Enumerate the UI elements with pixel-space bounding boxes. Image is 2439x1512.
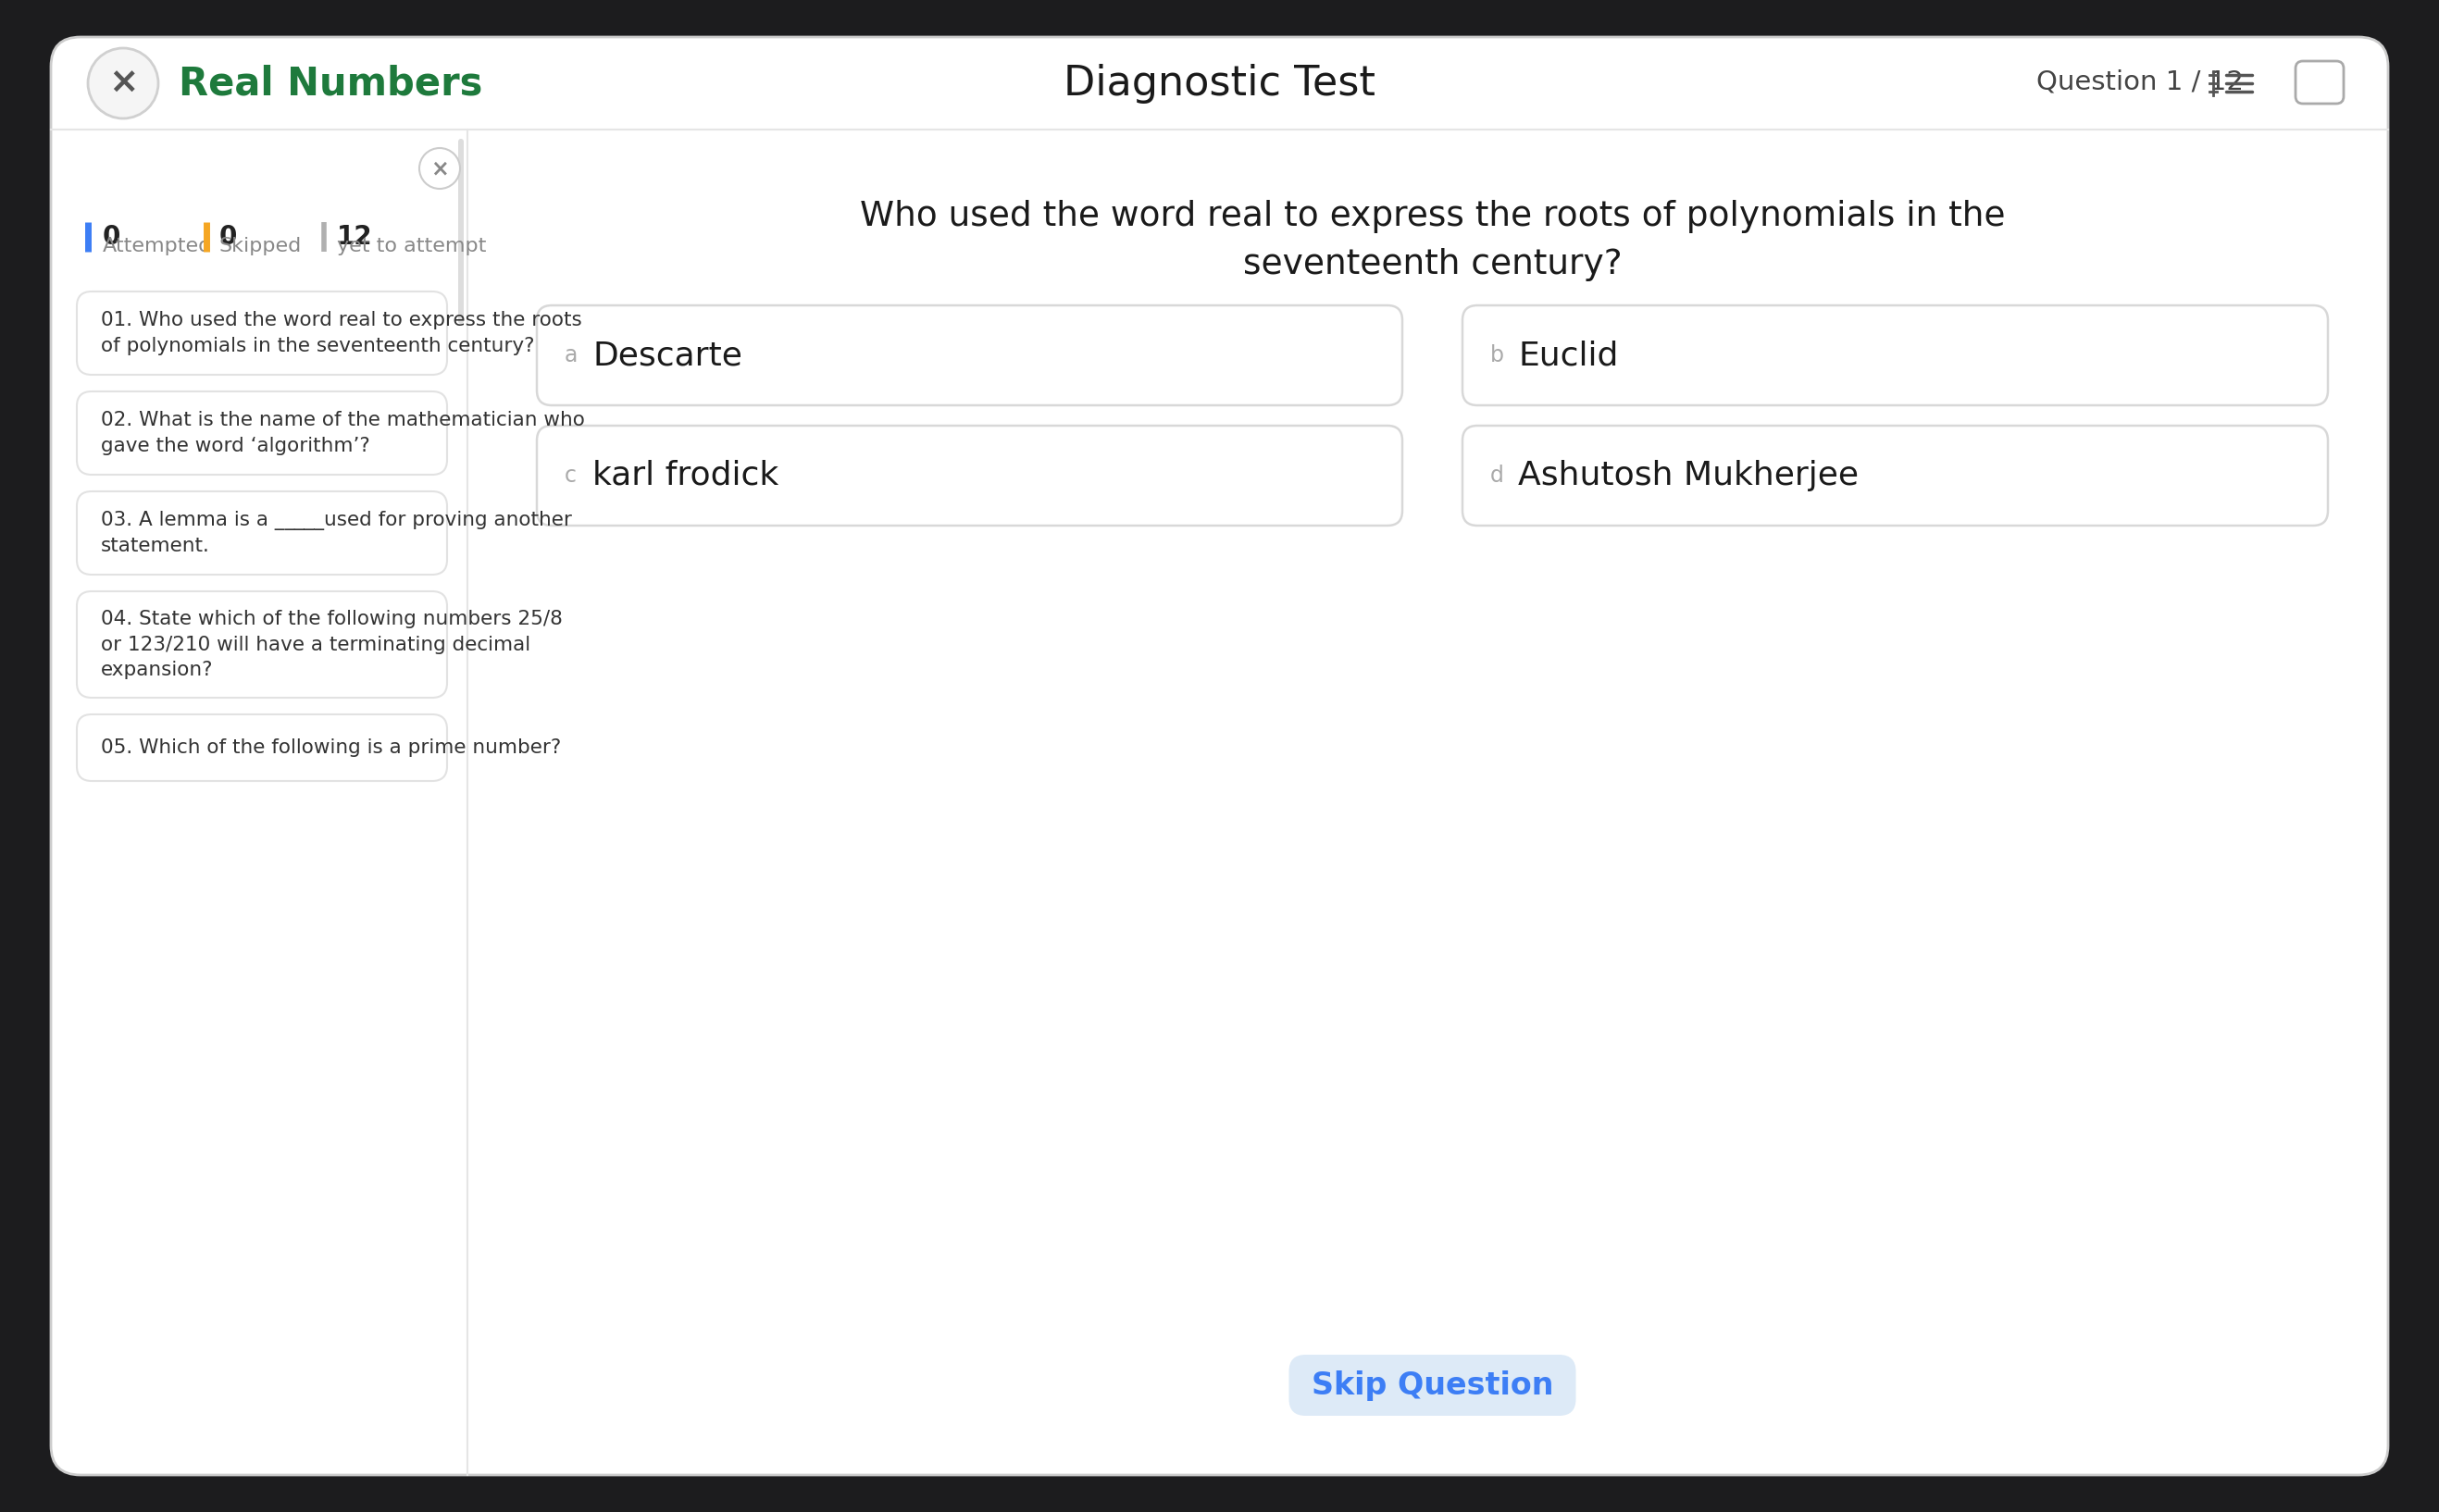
FancyBboxPatch shape	[2295, 60, 2344, 104]
Text: karl frodick: karl frodick	[593, 460, 778, 491]
Text: b: b	[1490, 345, 1505, 366]
Text: 0: 0	[220, 224, 237, 249]
FancyBboxPatch shape	[76, 491, 446, 575]
FancyBboxPatch shape	[537, 426, 1402, 526]
Text: Who used the word real to express the roots of polynomials in the
seventeenth ce: Who used the word real to express the ro…	[859, 200, 2005, 281]
FancyBboxPatch shape	[459, 139, 463, 324]
Text: 04. State which of the following numbers 25/8
or 123/210 will have a terminating: 04. State which of the following numbers…	[100, 609, 563, 679]
Text: yet to attempt: yet to attempt	[337, 237, 485, 256]
Text: Descarte: Descarte	[593, 340, 741, 370]
Text: 03. A lemma is a _____used for proving another
statement.: 03. A lemma is a _____used for proving a…	[100, 511, 571, 555]
FancyBboxPatch shape	[1463, 305, 2327, 405]
Text: Ashutosh Mukherjee: Ashutosh Mukherjee	[1517, 460, 1859, 491]
FancyBboxPatch shape	[537, 305, 1402, 405]
FancyBboxPatch shape	[76, 292, 446, 375]
FancyBboxPatch shape	[76, 714, 446, 782]
Text: d: d	[1490, 464, 1505, 487]
Text: Euclid: Euclid	[1517, 340, 1619, 370]
Text: 05. Which of the following is a prime number?: 05. Which of the following is a prime nu…	[100, 738, 561, 758]
Text: Attempted: Attempted	[102, 237, 212, 256]
Text: ×: ×	[432, 157, 449, 180]
Circle shape	[420, 148, 461, 189]
FancyBboxPatch shape	[1463, 426, 2327, 526]
FancyBboxPatch shape	[76, 392, 446, 475]
Text: 12: 12	[337, 224, 373, 249]
Text: Diagnostic Test: Diagnostic Test	[1063, 64, 1376, 103]
Text: 01. Who used the word real to express the roots
of polynomials in the seventeent: 01. Who used the word real to express th…	[100, 311, 583, 355]
Circle shape	[88, 48, 159, 118]
Text: 02. What is the name of the mathematician who
gave the word ‘algorithm’?: 02. What is the name of the mathematicia…	[100, 411, 585, 455]
Text: Question 1 / 12: Question 1 / 12	[2037, 68, 2244, 94]
Text: Real Numbers: Real Numbers	[178, 64, 483, 103]
Text: 0: 0	[102, 224, 120, 249]
Text: c: c	[563, 464, 576, 487]
FancyBboxPatch shape	[1288, 1355, 1576, 1415]
Text: a: a	[563, 345, 578, 366]
FancyBboxPatch shape	[76, 591, 446, 697]
FancyBboxPatch shape	[51, 36, 2388, 1476]
Text: Skip Question: Skip Question	[1312, 1370, 1554, 1400]
Text: Skipped: Skipped	[220, 237, 302, 256]
Text: ×: ×	[107, 65, 139, 101]
